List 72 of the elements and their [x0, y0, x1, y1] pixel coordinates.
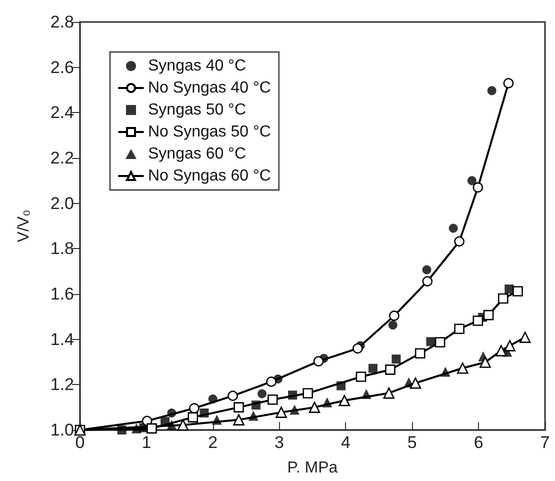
point [467, 176, 476, 186]
point [426, 337, 436, 346]
point [146, 423, 157, 434]
x-tick-label: 3 [274, 433, 284, 452]
x-tick-label: 1 [142, 433, 152, 452]
point [276, 406, 287, 418]
point [385, 364, 396, 375]
y-tick-label: 2.2 [50, 148, 74, 168]
point [519, 332, 531, 343]
y-tick-label: 2.0 [50, 194, 74, 213]
point [233, 414, 244, 426]
point [512, 286, 523, 296]
point [503, 78, 514, 88]
point [454, 236, 464, 247]
point [454, 324, 464, 334]
x-tick-label: 7 [540, 433, 550, 452]
point [234, 402, 244, 412]
point [389, 310, 400, 321]
y-tick-label: 1.4 [50, 330, 74, 349]
y-tick-label: 1.2 [50, 375, 74, 394]
legend-label: No Syngas 60 °C [148, 168, 271, 184]
point [177, 419, 189, 431]
y-tick-label: 2.4 [50, 103, 74, 122]
point [487, 86, 496, 96]
legend-label: Syngas 50 °C [148, 102, 246, 118]
point [496, 345, 507, 356]
point [189, 403, 200, 414]
point [422, 265, 432, 274]
point [266, 376, 276, 387]
point [313, 356, 324, 366]
point [392, 354, 401, 364]
point [498, 293, 508, 304]
point [368, 364, 378, 373]
point [188, 412, 198, 422]
point [267, 394, 278, 405]
point [504, 284, 514, 294]
y-tick-label: 2.8 [50, 12, 74, 32]
point [472, 182, 484, 193]
point [308, 402, 320, 413]
y-tick-label: 2.6 [50, 58, 74, 77]
point [383, 387, 395, 399]
x-tick-label: 0 [75, 433, 85, 452]
point [472, 316, 484, 326]
point [410, 377, 422, 389]
point [302, 388, 313, 398]
x-tick-label: 4 [340, 433, 350, 452]
legend-label: Syngas 40 °C [148, 58, 246, 74]
y-tick-label: 1.8 [50, 239, 74, 258]
x-axis-title: P. MPa [287, 460, 338, 476]
point [434, 337, 446, 348]
point [228, 390, 238, 401]
point [388, 320, 398, 330]
point [480, 356, 491, 368]
point [352, 343, 363, 354]
point [338, 394, 350, 406]
point [356, 372, 366, 382]
legend-label: No Syngas 50 °C [148, 124, 271, 140]
point [456, 362, 468, 374]
point [258, 389, 267, 398]
point [414, 348, 426, 359]
x-tick-label: 6 [474, 433, 484, 452]
point [483, 310, 494, 320]
legend-label: No Syngas 40 °C [148, 80, 271, 96]
y-tick-label: 1.0 [50, 420, 74, 440]
y-tick-label: 1.6 [50, 284, 74, 304]
x-tick-label: 2 [208, 433, 218, 452]
point [504, 340, 516, 352]
legend-label: Syngas 60 °C [148, 146, 246, 162]
point [422, 276, 433, 286]
point [448, 224, 458, 233]
y-axis-title: V/V₀ [16, 210, 32, 242]
x-tick-label: 5 [407, 433, 417, 452]
